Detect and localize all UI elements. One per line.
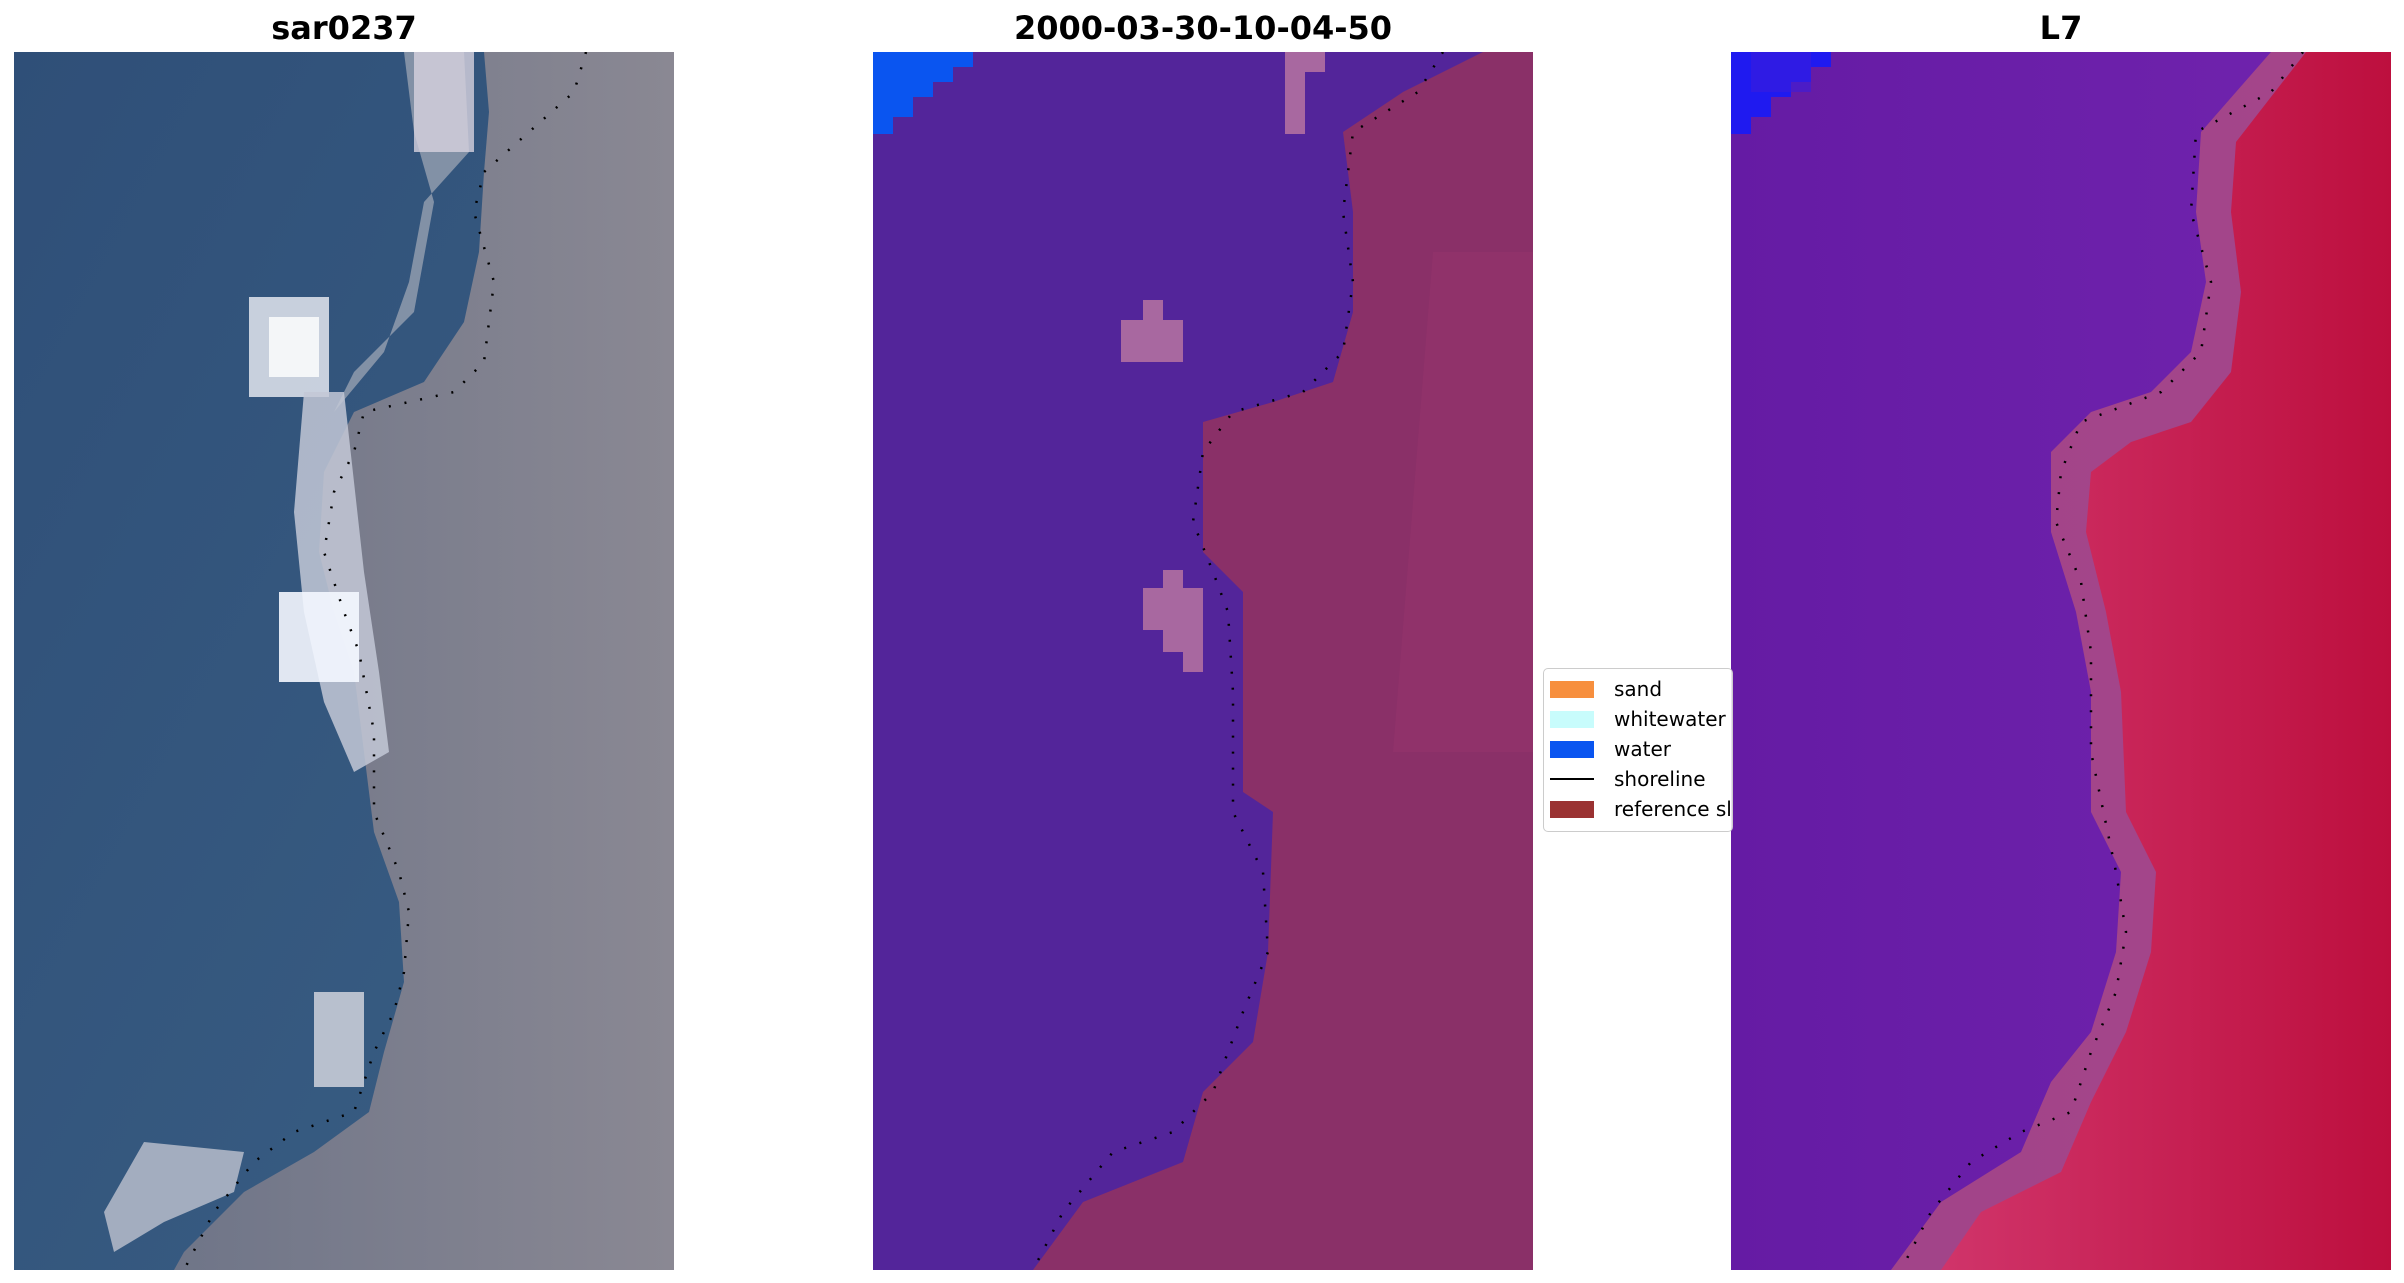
classified-image-panel: [873, 52, 1533, 1270]
legend-label-reference-sl: reference sl: [1614, 797, 1732, 821]
legend-item-water: water: [1550, 734, 1671, 764]
shoreline-line-swatch: [1550, 778, 1594, 780]
water-swatch: [1550, 740, 1594, 758]
panel-title-mndwi: L7: [2039, 9, 2083, 47]
rgb-image: [14, 52, 674, 1270]
legend-label-water: water: [1614, 737, 1671, 761]
panel-title-rgb: sar0237: [271, 9, 417, 47]
legend-label-whitewater: whitewater: [1614, 707, 1726, 731]
legend: sand whitewater water shoreline referenc…: [1543, 668, 1733, 832]
legend-label-sand: sand: [1614, 677, 1663, 701]
classified-image: [873, 52, 1533, 1270]
reference-sl-swatch: [1550, 800, 1594, 818]
whitewater-swatch: [1550, 710, 1594, 728]
panel-title-classified: 2000-03-30-10-04-50: [1013, 9, 1393, 47]
rgb-image-panel: [14, 52, 674, 1270]
legend-item-whitewater: whitewater: [1550, 704, 1726, 734]
legend-item-shoreline: shoreline: [1550, 764, 1706, 794]
legend-item-reference-sl: reference sl: [1550, 794, 1732, 824]
mndwi-image: [1731, 52, 2391, 1270]
legend-item-sand: sand: [1550, 674, 1662, 704]
legend-label-shoreline: shoreline: [1614, 767, 1706, 791]
mndwi-image-panel: [1731, 52, 2391, 1270]
sand-swatch: [1550, 680, 1594, 698]
